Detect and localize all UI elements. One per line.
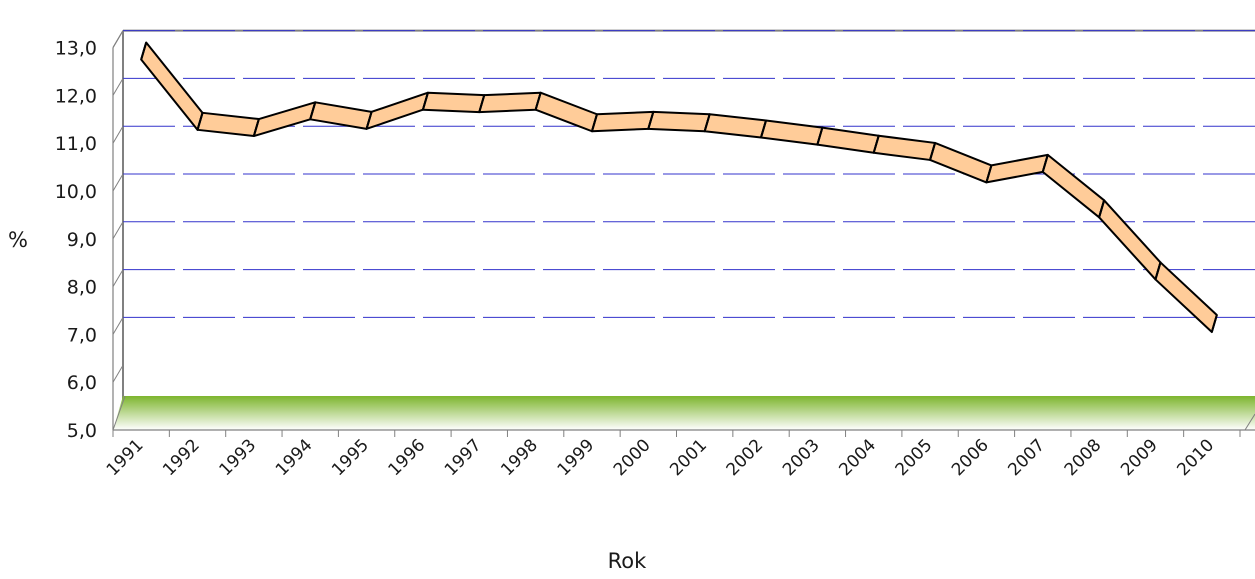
series-segment bbox=[1041, 153, 1106, 219]
x-tick-label: 1991 bbox=[103, 435, 148, 480]
x-tick-label: 2004 bbox=[835, 435, 880, 480]
data-point bbox=[591, 113, 598, 132]
y-tick-label: 7,0 bbox=[67, 324, 97, 346]
series-segment bbox=[703, 113, 768, 139]
series-segment bbox=[985, 153, 1049, 184]
y-tick-label: 10,0 bbox=[55, 181, 97, 203]
data-point bbox=[478, 94, 486, 113]
x-tick-label: 1999 bbox=[554, 435, 599, 480]
data-point bbox=[816, 127, 824, 145]
x-tick-label: 1998 bbox=[497, 435, 542, 480]
data-point bbox=[1098, 200, 1106, 218]
series-segment bbox=[1098, 199, 1162, 281]
x-tick-label: 1993 bbox=[215, 435, 260, 480]
y-tick-label: 11,0 bbox=[55, 133, 97, 155]
data-point bbox=[985, 165, 993, 183]
y-tick-label: 9,0 bbox=[67, 229, 97, 251]
y-axis-ticks: 5,0 6,0 7,0 8,0 9,0 10,0 11,0 12,0 13,0 bbox=[55, 38, 97, 442]
series-segment bbox=[929, 141, 993, 184]
data-point bbox=[872, 135, 880, 154]
series-segment bbox=[421, 91, 486, 114]
data-point bbox=[929, 142, 937, 161]
x-axis-title: Rok bbox=[608, 549, 647, 573]
y-tick-label: 6,0 bbox=[67, 372, 97, 394]
data-point bbox=[421, 92, 429, 111]
y-tick-label: 8,0 bbox=[67, 277, 97, 299]
x-tick-label: 2005 bbox=[892, 435, 937, 480]
series-segment bbox=[647, 110, 711, 133]
data-point bbox=[534, 92, 542, 111]
data-point bbox=[1210, 314, 1218, 333]
series-segment bbox=[760, 119, 824, 146]
y-tick-label: 12,0 bbox=[55, 85, 97, 107]
y-axis-title: % bbox=[8, 228, 28, 252]
series-segment bbox=[140, 41, 204, 131]
x-tick-label: 2009 bbox=[1117, 435, 1162, 480]
x-axis-ticks: 1991 1992 1993 1994 1995 1996 1997 1998 1999 2000… bbox=[103, 430, 1241, 480]
x-tick-label: 1994 bbox=[272, 435, 317, 480]
series-segment bbox=[816, 126, 880, 154]
x-tick-label: 2008 bbox=[1061, 435, 1106, 480]
data-point bbox=[647, 111, 655, 130]
y-tick-label: 13,0 bbox=[55, 38, 97, 60]
data-point bbox=[365, 111, 373, 130]
x-tick-label: 2007 bbox=[1004, 435, 1049, 480]
series-segment bbox=[309, 101, 373, 130]
series-segment bbox=[1154, 261, 1218, 334]
y-tick-label: 5,0 bbox=[67, 420, 97, 442]
x-tick-label: 1992 bbox=[159, 435, 204, 480]
data-point bbox=[1041, 154, 1049, 173]
data-point bbox=[309, 102, 317, 120]
x-tick-label: 2000 bbox=[610, 435, 655, 480]
data-point bbox=[196, 112, 204, 131]
series-segment bbox=[196, 111, 260, 138]
x-tick-label: 1996 bbox=[385, 435, 430, 480]
series-segment bbox=[534, 91, 598, 133]
series-segment bbox=[478, 91, 542, 114]
series-segment bbox=[872, 134, 937, 161]
series-segment bbox=[365, 91, 429, 130]
series-ribbon bbox=[140, 41, 1218, 334]
data-point bbox=[1154, 262, 1162, 280]
data-point bbox=[760, 120, 767, 138]
x-tick-label: 2010 bbox=[1173, 435, 1218, 480]
plot-frame bbox=[112, 29, 1255, 430]
series-segment bbox=[590, 110, 655, 133]
data-point bbox=[252, 118, 260, 137]
series-segment bbox=[252, 101, 317, 138]
x-tick-label: 2001 bbox=[666, 435, 711, 480]
data-point bbox=[703, 113, 711, 132]
x-tick-label: 2002 bbox=[723, 435, 768, 480]
x-tick-label: 2003 bbox=[779, 435, 824, 480]
gridlines bbox=[112, 30, 1255, 383]
x-tick-label: 1997 bbox=[441, 435, 486, 480]
data-point bbox=[140, 42, 148, 60]
x-tick-label: 1995 bbox=[328, 435, 373, 480]
chart-floor bbox=[112, 395, 1255, 431]
x-tick-label: 2006 bbox=[948, 435, 993, 480]
